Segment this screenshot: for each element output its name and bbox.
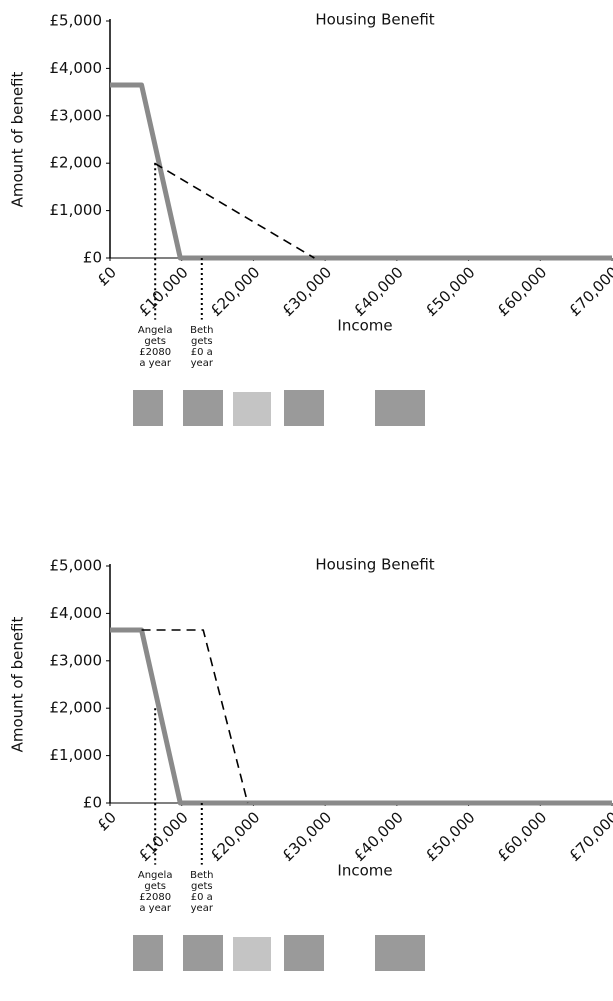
- photo: [183, 935, 223, 971]
- y-axis-title: Amount of benefit: [9, 617, 27, 753]
- annotation: year: [191, 358, 214, 369]
- annotation: a year: [139, 358, 172, 369]
- chart: Housing Benefit Income Amount of benefit £0…: [9, 556, 613, 971]
- x-tick-label: £30,000: [279, 263, 336, 320]
- x-tick-label: £40,000: [350, 808, 407, 865]
- line-solid: [110, 82, 612, 261]
- x-tick-label: £70,000: [565, 263, 613, 320]
- y-tick-label: £5,000: [50, 12, 103, 30]
- y-tick-label: £2,000: [50, 154, 103, 172]
- x-tick-label: £60,000: [494, 808, 551, 865]
- x-tick-label: £50,000: [422, 808, 479, 865]
- annotation: gets: [191, 881, 213, 892]
- y-tick-label: £0: [83, 249, 102, 267]
- annotation: £2080: [139, 347, 171, 358]
- photo: [375, 935, 425, 971]
- x-tick-label: £50,000: [422, 263, 479, 320]
- line-dashed: [154, 162, 315, 259]
- annotation: £0 a: [191, 347, 213, 358]
- photo: [284, 390, 324, 426]
- chart-title: Housing Benefit: [315, 11, 434, 29]
- x-tick-label: £10,000: [135, 808, 192, 865]
- x-tick-label: £0: [94, 263, 120, 289]
- x-tick-label: £60,000: [494, 263, 551, 320]
- y-tick-label: £1,000: [50, 201, 103, 219]
- photo: [133, 935, 163, 971]
- photo: [284, 935, 324, 971]
- y-tick-label: £4,000: [50, 59, 103, 77]
- line-solid: [110, 627, 612, 806]
- chart-title: Housing Benefit: [315, 556, 434, 574]
- annotation: gets: [144, 881, 166, 892]
- annotation: £2080: [139, 892, 171, 903]
- x-tick-label: £20,000: [207, 263, 264, 320]
- y-axis-title: Amount of benefit: [9, 72, 27, 208]
- annotation: year: [191, 903, 214, 914]
- x-axis-title: Income: [337, 862, 392, 880]
- photo: [233, 937, 271, 971]
- y-tick-label: £1,000: [50, 746, 103, 764]
- x-tick-label: £0: [94, 808, 120, 834]
- annotation: Beth: [190, 870, 213, 881]
- y-tick-label: £4,000: [50, 604, 103, 622]
- x-tick-label: £40,000: [350, 263, 407, 320]
- line-dashed: [141, 629, 249, 804]
- annotation: a year: [139, 903, 172, 914]
- photo: [133, 390, 163, 426]
- x-axis-title: Income: [337, 317, 392, 335]
- photo: [375, 390, 425, 426]
- annotation: gets: [144, 336, 166, 347]
- x-tick-label: £10,000: [135, 263, 192, 320]
- annotation: gets: [191, 336, 213, 347]
- photo: [183, 390, 223, 426]
- annotation: Beth: [190, 325, 213, 336]
- y-tick-label: £3,000: [50, 651, 103, 669]
- y-tick-label: £2,000: [50, 699, 103, 717]
- photo: [233, 392, 271, 426]
- x-tick-label: £70,000: [565, 808, 613, 865]
- x-tick-label: £20,000: [207, 808, 264, 865]
- annotation: Angela: [138, 870, 173, 881]
- annotation: £0 a: [191, 892, 213, 903]
- y-tick-label: £5,000: [50, 557, 103, 575]
- x-tick-label: £30,000: [279, 808, 336, 865]
- y-tick-label: £0: [83, 794, 102, 812]
- annotation: Angela: [138, 325, 173, 336]
- chart: Housing Benefit Income Amount of benefit £0…: [9, 11, 613, 426]
- y-tick-label: £3,000: [50, 106, 103, 124]
